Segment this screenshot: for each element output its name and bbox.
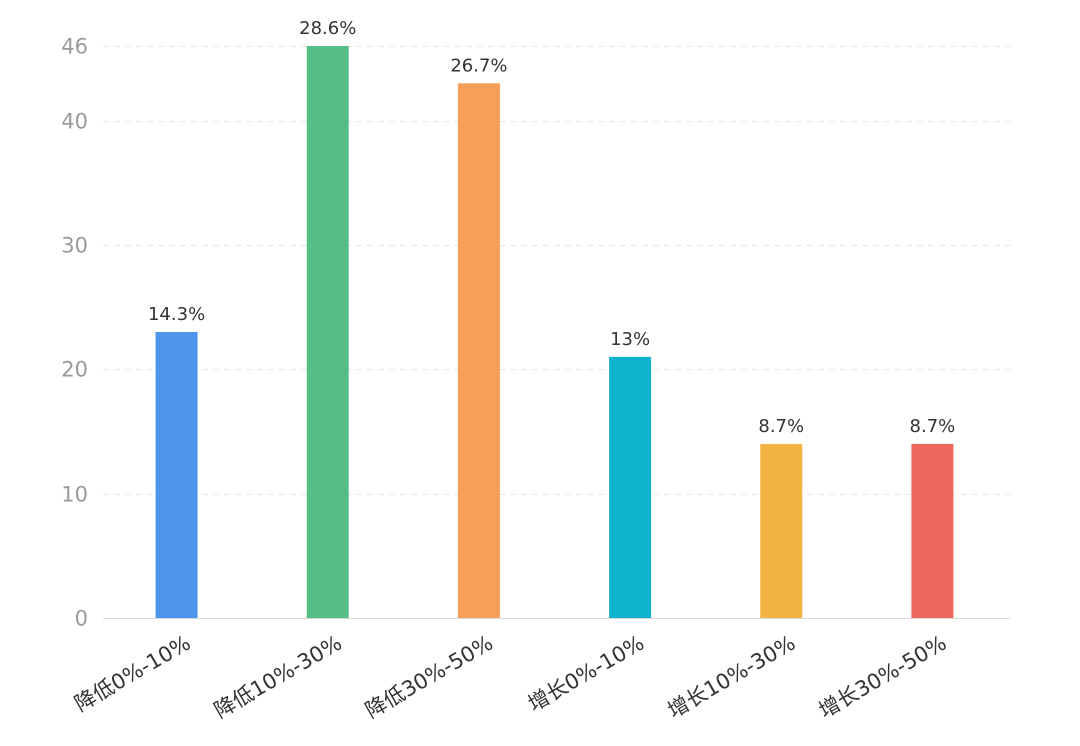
data-label-5: 8.7% — [758, 416, 804, 437]
bar-6 — [911, 443, 954, 618]
data-label-2: 28.6% — [299, 18, 356, 39]
y-tick-label-40: 40 — [61, 110, 88, 134]
x-tick-label-3: 降低30%-50% — [361, 631, 497, 723]
data-label-4: 13% — [610, 329, 650, 350]
x-tick-label-4: 增长0%-10% — [524, 631, 648, 717]
x-tick-label-6: 增长30%-50% — [815, 631, 951, 723]
data-labels: 14.3% 28.6% 26.7% 13% 8.7% 8.7% — [148, 18, 955, 437]
x-tick-label-5: 增长10%-30% — [664, 631, 800, 723]
bar-4 — [609, 356, 652, 618]
bar-1 — [155, 332, 198, 618]
y-tick-label-20: 20 — [61, 358, 88, 382]
y-tick-label-0: 0 — [75, 607, 88, 631]
bar-2 — [306, 46, 349, 618]
bars — [155, 46, 954, 619]
data-label-3: 26.7% — [450, 55, 507, 76]
x-tick-label-2: 降低10%-30% — [210, 631, 346, 723]
bar-5 — [760, 443, 803, 618]
y-tick-label-10: 10 — [61, 483, 88, 507]
data-label-6: 8.7% — [910, 416, 956, 437]
grid-lines — [103, 46, 1010, 495]
x-tick-label-1: 降低0%-10% — [70, 631, 194, 717]
axes: 0 10 20 30 40 46 降低0%-10% 降低10%-30% 降低30%-50% 增长0… — [61, 35, 1010, 723]
bar-3 — [457, 83, 500, 619]
y-tick-label-46: 46 — [61, 35, 88, 59]
data-label-1: 14.3% — [148, 304, 205, 325]
y-tick-label-30: 30 — [61, 234, 88, 258]
